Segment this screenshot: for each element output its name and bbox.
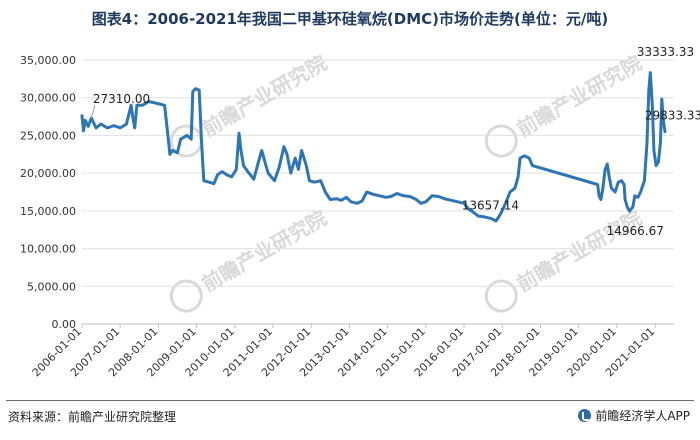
watermark-text: 前瞻产业研究院: [198, 206, 331, 297]
watermark-text: 前瞻产业研究院: [198, 51, 331, 142]
y-tick-label: 5,000.00: [27, 280, 76, 293]
footer-divider: [6, 400, 694, 401]
y-tick-label: 0.00: [52, 318, 77, 331]
data-label: 14966.67: [607, 224, 664, 238]
watermark-logo-icon: [169, 124, 203, 158]
y-tick-label: 15,000.00: [20, 205, 76, 218]
y-tick-label: 35,000.00: [20, 54, 76, 67]
data-label: 33333.33: [637, 45, 694, 59]
chart-title: 图表4：2006-2021年我国二甲基环硅氧烷(DMC)市场价走势(单位：元/吨…: [91, 10, 609, 28]
watermark-2: 前瞻产业研究院: [169, 206, 331, 313]
data-label: 27310.00: [93, 92, 150, 106]
watermark-0: 前瞻产业研究院: [169, 51, 331, 158]
footer: 资料来源：前瞻产业研究院整理 前瞻经济学人APP: [0, 398, 700, 440]
data-label: 29833.33: [645, 109, 700, 123]
watermark-logo-icon: [484, 279, 518, 313]
watermark-text: 前瞻产业研究院: [513, 51, 646, 142]
watermark-logo-icon: [484, 124, 518, 158]
y-tick-label: 30,000.00: [20, 92, 76, 105]
y-tick-label: 25,000.00: [20, 129, 76, 142]
brand-label: 前瞻经济学人APP: [595, 409, 690, 423]
data-label: 13657.14: [462, 198, 519, 212]
grid-layer: [82, 59, 674, 325]
source-note: 资料来源：前瞻产业研究院整理: [8, 410, 177, 424]
annotation-leader: [90, 104, 96, 119]
series-line-0: [80, 71, 667, 223]
brand-logo-icon: [578, 409, 592, 422]
annotation-layer: 27310.00 13657.14 14966.67 33333.33 29833.33: [90, 45, 700, 238]
y-tick-label: 20,000.00: [20, 167, 76, 180]
watermark-1: 前瞻产业研究院: [484, 51, 646, 158]
y-axis: 0.00 5,000.00 10,000.00 15,000.00 20,000.00 2…: [20, 54, 76, 331]
brand-link[interactable]: 前瞻经济学人APP: [578, 407, 690, 424]
watermark-logo-icon: [169, 279, 203, 313]
watermark-3: 前瞻产业研究院: [484, 206, 646, 313]
x-axis: 2006-01-012007-01-012008-01-012009-01-01…: [30, 323, 674, 379]
series-layer: [80, 71, 667, 223]
y-tick-label: 10,000.00: [20, 243, 76, 256]
watermark-text: 前瞻产业研究院: [513, 206, 646, 297]
